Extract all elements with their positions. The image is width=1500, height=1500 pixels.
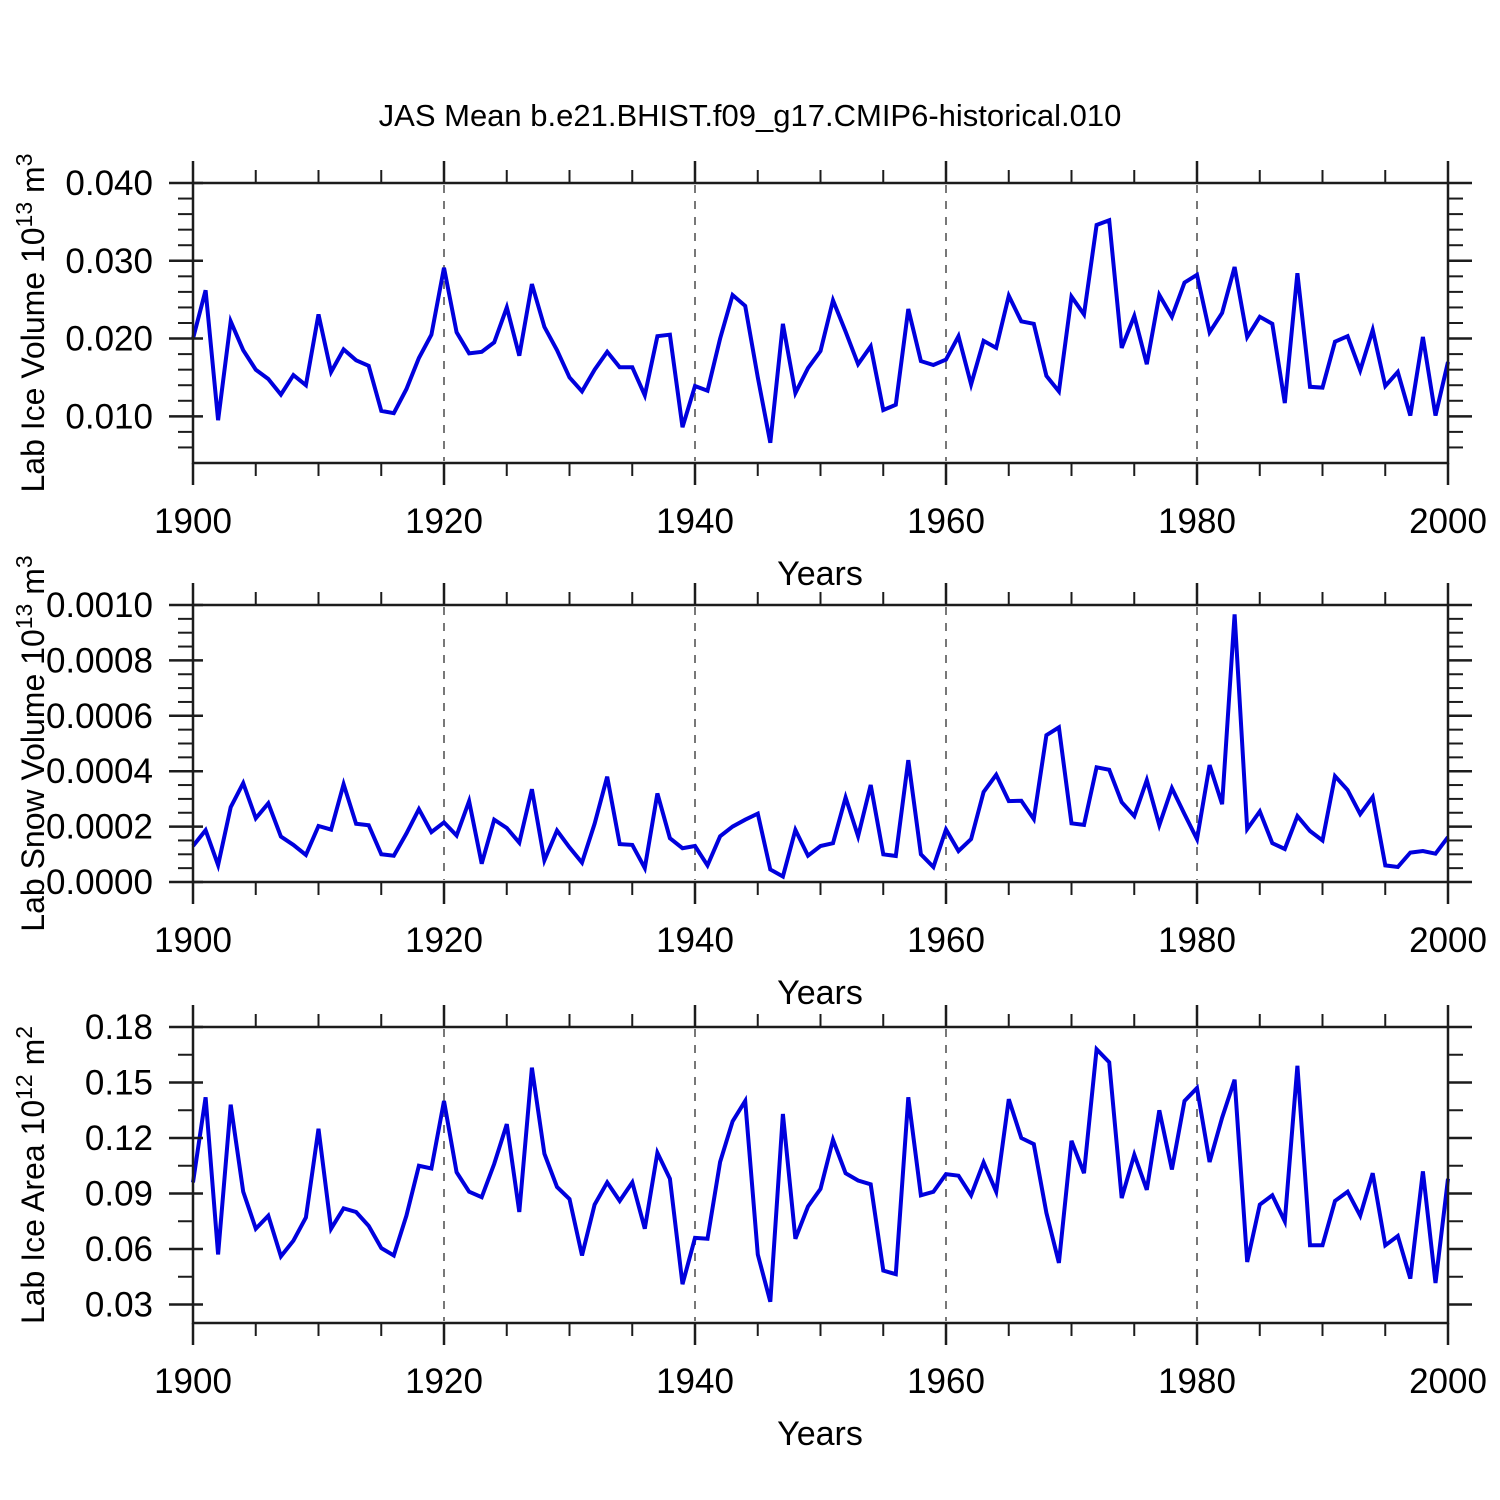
y-tick-label: 0.0008 [46,641,153,680]
x-tick-label: 2000 [1409,502,1487,541]
x-axis-title: Years [777,1415,863,1453]
y-tick-label: 0.12 [85,1119,153,1158]
x-tick-label: 1980 [1158,921,1236,960]
plot-box [191,603,1450,884]
x-tick-label: 1960 [907,921,985,960]
lab-ice-volume-plot: 1900 1920 1940 1960 1980 2000 0.010 0.020 0.030 0… [11,153,1487,593]
x-axis-title: Years [777,974,863,1012]
plot-box [191,1025,1450,1325]
x-tick-label: 1940 [656,921,734,960]
y-tick-label: 0.040 [65,164,153,203]
x-tick-label: 1960 [907,1362,985,1401]
y-tick-label: 0.0000 [46,863,153,902]
y-tick-label: 0.0010 [46,586,153,625]
y-tick-label: 0.15 [85,1064,153,1103]
chart-title: JAS Mean b.e21.BHIST.f09_g17.CMIP6-histo… [379,98,1122,133]
x-tick-label: 1940 [656,1362,734,1401]
x-tick-label: 1900 [154,1362,232,1401]
lab-ice-area-series-line [191,1044,1450,1303]
x-axis-title: Years [777,555,863,593]
y-tick-label: 0.0002 [46,808,153,847]
y-tick-label: 0.18 [85,1008,153,1047]
x-tick-label: 1920 [405,1362,483,1401]
lab-ice-area-plot: 1900 1920 1940 1960 1980 2000 0.03 0.06 0.09 0.12… [11,1005,1487,1453]
x-tick-label: 1980 [1158,1362,1236,1401]
x-tick-label: 1900 [154,502,232,541]
plot-box [191,181,1450,465]
y-tick-label: 0.020 [65,320,153,359]
x-tick-label: 2000 [1409,921,1487,960]
y-tick-label: 0.06 [85,1230,153,1269]
lab-snow-volume-plot: 1900 1920 1940 1960 1980 2000 0.0000 0.0002 0.00… [11,555,1487,1012]
y-tick-label: 0.0006 [46,697,153,736]
x-tick-label: 1900 [154,921,232,960]
y-tick-label: 0.010 [65,397,153,436]
y-tick-label: 0.09 [85,1175,153,1214]
x-tick-label: 1940 [656,502,734,541]
lab-snow-volume-series-line [191,614,1450,880]
x-tick-label: 1960 [907,502,985,541]
x-tick-label: 1920 [405,502,483,541]
y-tick-label: 0.030 [65,242,153,281]
x-tick-label: 1980 [1158,502,1236,541]
y-tick-label: 0.0004 [46,752,153,791]
x-tick-label: 2000 [1409,1362,1487,1401]
y-axis-title: Lab Ice Volume 1013 m3 [11,153,51,492]
y-axis-title: Lab Ice Area 1012 m2 [11,1026,51,1324]
y-axis-title: Lab Snow Volume 1013 m3 [11,555,51,931]
x-tick-label: 1920 [405,921,483,960]
y-tick-label: 0.03 [85,1286,153,1325]
lab-ice-volume-series-line [191,217,1450,444]
